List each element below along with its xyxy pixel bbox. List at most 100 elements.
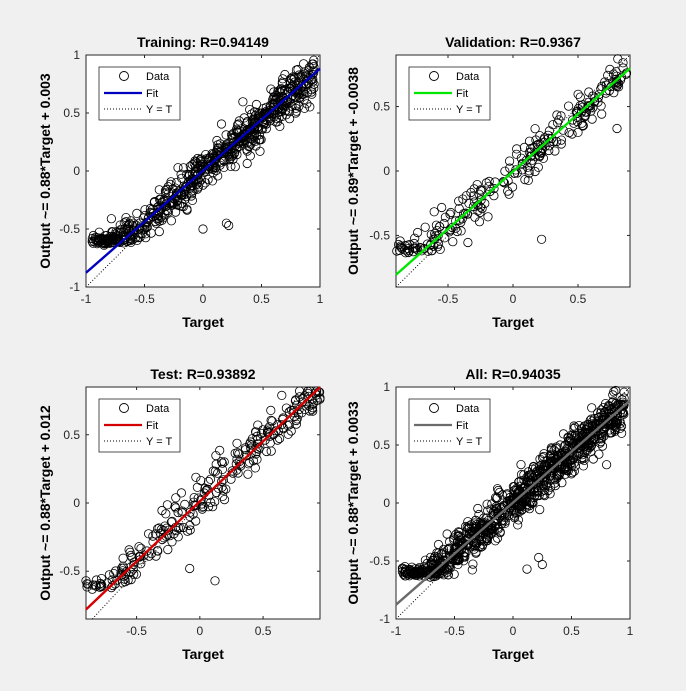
data-point xyxy=(609,416,619,426)
data-point xyxy=(587,403,597,413)
training-regression-plot: Training: R=0.94149 -1 -0.5 0 0.5 1 -1 -0.5 0 0.… xyxy=(37,34,324,330)
data-point xyxy=(453,527,464,537)
data-point xyxy=(104,570,115,580)
data-point xyxy=(445,563,455,573)
data-point xyxy=(523,175,533,185)
data-point xyxy=(545,489,555,499)
data-point xyxy=(458,209,469,219)
data-point xyxy=(556,135,567,145)
data-point xyxy=(454,215,464,225)
data-point xyxy=(454,196,464,206)
data-point xyxy=(535,454,545,464)
data-point xyxy=(315,393,325,403)
data-point xyxy=(552,457,563,467)
data-point xyxy=(198,224,208,234)
data-point xyxy=(612,409,622,419)
data-point xyxy=(456,226,466,236)
axis-ticks: -1 -0.5 0 0.5 1 -1 -0.5 0 0.5 1 xyxy=(59,48,323,306)
data-point xyxy=(238,97,248,107)
data-point xyxy=(171,503,181,513)
data-point xyxy=(439,570,449,580)
data-point xyxy=(515,481,525,491)
data-point xyxy=(580,425,590,435)
data-point xyxy=(595,438,605,448)
data-point xyxy=(259,119,269,129)
data-point xyxy=(610,421,621,431)
data-point xyxy=(573,127,583,137)
data-point xyxy=(529,486,539,497)
data-point xyxy=(132,208,142,218)
data-point xyxy=(242,146,252,156)
data-point xyxy=(595,431,605,441)
data-point xyxy=(282,99,292,109)
data-point xyxy=(582,424,592,434)
data-point xyxy=(115,226,125,236)
y-tick-label: 0.5 xyxy=(373,438,390,452)
data-point xyxy=(293,81,303,91)
data-point xyxy=(566,461,577,471)
data-point xyxy=(577,430,587,440)
data-point xyxy=(577,454,587,464)
y-tick-label: -0.5 xyxy=(369,554,390,568)
data-point xyxy=(309,83,319,93)
data-point xyxy=(130,233,140,243)
data-point xyxy=(191,162,201,172)
data-point xyxy=(307,89,317,99)
x-tick-label: 0 xyxy=(510,624,517,638)
data-point xyxy=(563,101,574,111)
data-point xyxy=(294,70,304,80)
data-point xyxy=(458,194,468,204)
identity-line xyxy=(395,54,631,288)
data-point xyxy=(154,523,164,533)
data-point xyxy=(558,429,569,439)
data-point xyxy=(585,442,595,453)
data-point xyxy=(586,440,597,451)
data-point xyxy=(448,237,458,247)
data-point xyxy=(415,566,425,576)
data-point xyxy=(415,569,425,579)
data-point xyxy=(497,515,507,526)
data-point xyxy=(537,559,547,570)
data-point xyxy=(217,457,227,467)
data-point xyxy=(398,569,409,579)
data-point xyxy=(611,398,621,409)
data-point xyxy=(484,176,494,186)
data-point xyxy=(584,87,594,97)
data-point xyxy=(245,105,255,115)
data-point xyxy=(431,220,441,230)
data-point xyxy=(564,128,574,138)
data-point xyxy=(502,496,512,507)
legend-data-marker xyxy=(429,403,439,413)
data-point xyxy=(432,242,443,252)
data-point xyxy=(191,516,201,526)
data-point xyxy=(203,502,214,512)
data-point xyxy=(594,89,604,99)
data-point xyxy=(131,569,141,579)
data-point xyxy=(90,234,100,244)
data-point xyxy=(272,117,283,127)
data-point xyxy=(233,468,243,478)
data-point xyxy=(228,154,238,164)
data-point xyxy=(613,54,623,64)
data-point xyxy=(474,217,485,227)
data-point xyxy=(513,477,524,487)
data-point xyxy=(141,229,151,239)
data-point xyxy=(108,580,118,591)
data-point xyxy=(251,111,261,121)
data-point xyxy=(460,521,471,532)
data-points xyxy=(397,385,629,582)
data-point xyxy=(226,161,236,171)
data-point xyxy=(609,88,619,98)
data-point xyxy=(525,472,535,482)
data-point xyxy=(569,466,579,476)
data-point xyxy=(409,567,420,577)
legend-identity-label: Y = T xyxy=(456,104,482,116)
data-point xyxy=(133,233,143,243)
validation-regression-plot: Validation: R=0.9367 -0.5 0 0.5 -0.5 0 0.5 Ta… xyxy=(345,34,632,330)
data-point xyxy=(269,105,280,115)
data-point xyxy=(279,101,289,111)
data-point xyxy=(102,578,112,588)
data-point xyxy=(180,499,190,509)
data-point xyxy=(277,390,287,400)
fit-line xyxy=(85,67,321,274)
